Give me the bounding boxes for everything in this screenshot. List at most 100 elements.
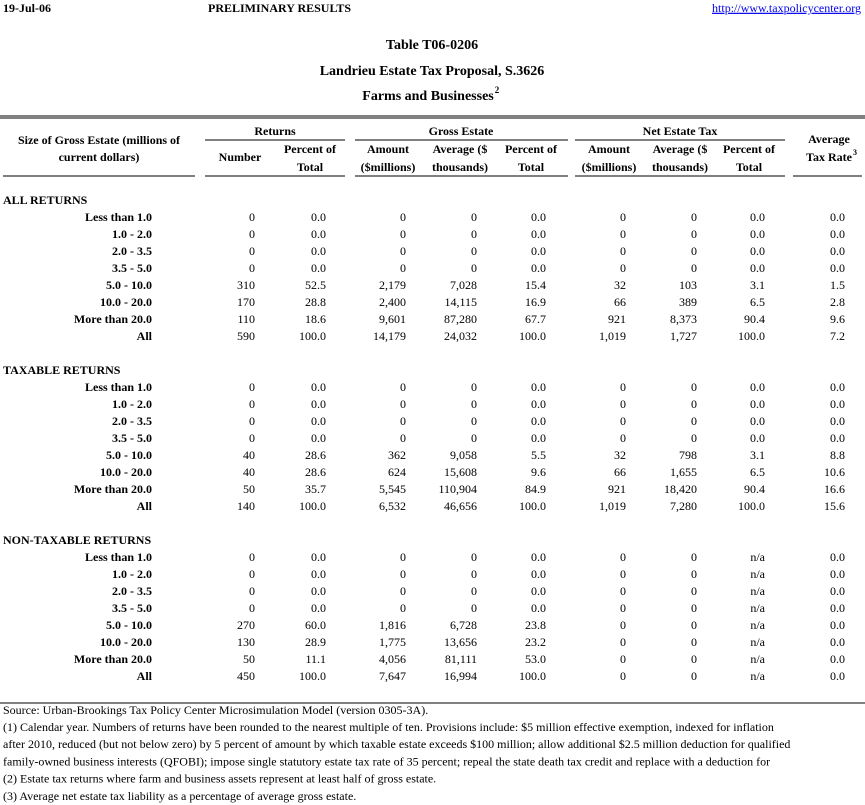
column-header: ($millions) <box>582 160 637 174</box>
cell: 67.7 <box>525 312 546 326</box>
column-header: Percent of <box>505 142 558 156</box>
column-header: Total <box>736 160 763 174</box>
cell: 0 <box>249 244 255 258</box>
cell: 0.0 <box>830 601 845 615</box>
footnote: (2) Estate tax returns where farm and bu… <box>3 772 436 786</box>
cell: 9.6 <box>531 465 546 479</box>
cell: 0.0 <box>311 227 326 241</box>
cell: n/a <box>750 652 765 666</box>
row-label: 3.5 - 5.0 <box>112 261 152 275</box>
cell: 0 <box>400 244 406 258</box>
row-label: 10.0 - 20.0 <box>100 465 152 479</box>
cell: 1,816 <box>379 618 406 632</box>
column-header: Average <box>808 132 850 146</box>
cell: 0 <box>620 380 626 394</box>
cell: 0.0 <box>531 601 546 615</box>
cell: 0 <box>471 584 477 598</box>
cell: 10.6 <box>824 465 845 479</box>
row-label: 2.0 - 3.5 <box>112 414 152 428</box>
row-label: More than 20.0 <box>74 482 152 496</box>
cell: 4,056 <box>379 652 406 666</box>
cell: 0.0 <box>531 414 546 428</box>
cell: 0.0 <box>830 380 845 394</box>
cell: 0.0 <box>311 397 326 411</box>
cell: 0 <box>249 261 255 275</box>
column-header: Tax Rate <box>806 150 853 164</box>
cell: 100.0 <box>738 499 765 513</box>
cell: 90.4 <box>744 482 765 496</box>
cell: 0 <box>249 601 255 615</box>
cell: 8.8 <box>830 448 845 462</box>
cell: 9,058 <box>450 448 477 462</box>
cell: 0 <box>620 227 626 241</box>
column-header: Percent of <box>723 142 776 156</box>
cell: 0 <box>620 669 626 683</box>
cell: 66 <box>614 465 626 479</box>
row-label: Less than 1.0 <box>85 210 152 224</box>
cell: 130 <box>237 635 255 649</box>
cell: 100.0 <box>519 329 546 343</box>
cell: 8,373 <box>670 312 697 326</box>
link[interactable]: http://www.taxpolicycenter.org <box>712 1 861 15</box>
cell: 1,655 <box>670 465 697 479</box>
cell: n/a <box>750 635 765 649</box>
column-header: Amount <box>588 142 630 156</box>
cell: 0 <box>620 397 626 411</box>
cell: 7,028 <box>450 278 477 292</box>
cell: 52.5 <box>305 278 326 292</box>
cell: 0 <box>400 227 406 241</box>
cell: 0 <box>620 567 626 581</box>
cell: 9.6 <box>830 312 845 326</box>
cell: 0.0 <box>830 227 845 241</box>
cell: n/a <box>750 601 765 615</box>
cell: 0.0 <box>750 244 765 258</box>
cell: 3.1 <box>750 278 765 292</box>
cell: 0.0 <box>531 567 546 581</box>
status: PRELIMINARY RESULTS <box>208 1 351 15</box>
cell: 24,032 <box>444 329 477 343</box>
cell: n/a <box>750 584 765 598</box>
cell: 0.0 <box>830 414 845 428</box>
row-label: All <box>137 669 153 683</box>
cell: 0.0 <box>311 601 326 615</box>
cell: 0.0 <box>750 431 765 445</box>
column-header: thousands) <box>652 160 708 174</box>
cell: 389 <box>679 295 697 309</box>
column-header: Percent of <box>284 142 337 156</box>
cell: 0 <box>249 380 255 394</box>
cell: 0 <box>471 261 477 275</box>
cell: 0 <box>691 261 697 275</box>
cell: 0 <box>249 414 255 428</box>
column-header: Total <box>518 160 545 174</box>
table-id: Table T06-0206 <box>386 38 478 53</box>
cell: 0 <box>400 584 406 598</box>
cell: 23.8 <box>525 618 546 632</box>
cell: 0.0 <box>830 669 845 683</box>
cell: 0 <box>620 635 626 649</box>
cell: 0.0 <box>830 550 845 564</box>
cell: 7.2 <box>830 329 845 343</box>
cell: 2.8 <box>830 295 845 309</box>
cell: 0 <box>691 227 697 241</box>
cell: 16,994 <box>444 669 477 683</box>
cell: 6.5 <box>750 465 765 479</box>
cell: 0.0 <box>531 431 546 445</box>
cell: 35.7 <box>305 482 326 496</box>
cell: 32 <box>614 278 626 292</box>
cell: 0.0 <box>830 397 845 411</box>
footnote: after 2010, reduced (but not below zero)… <box>3 737 790 751</box>
footnote: (1) Calendar year. Numbers of returns ha… <box>3 720 774 734</box>
cell: 100.0 <box>519 499 546 513</box>
row-label: 2.0 - 3.5 <box>112 584 152 598</box>
cell: 0.0 <box>531 261 546 275</box>
cell: 7,280 <box>670 499 697 513</box>
cell: 18,420 <box>664 482 697 496</box>
cell: 170 <box>237 295 255 309</box>
cell: 0 <box>400 210 406 224</box>
cell: 0.0 <box>311 567 326 581</box>
footnote-ref: 2 <box>495 85 500 95</box>
cell: 28.8 <box>305 295 326 309</box>
cell: 0 <box>620 618 626 632</box>
cell: 0.0 <box>531 397 546 411</box>
cell: 28.9 <box>305 635 326 649</box>
